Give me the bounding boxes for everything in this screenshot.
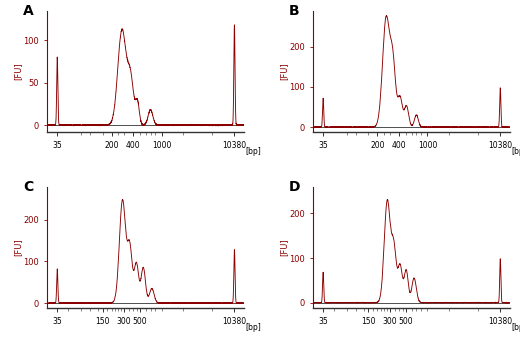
Text: A: A bbox=[23, 5, 34, 19]
Y-axis label: [FU]: [FU] bbox=[13, 238, 22, 256]
Text: [bp]: [bp] bbox=[246, 147, 262, 155]
Text: C: C bbox=[23, 181, 33, 195]
Text: D: D bbox=[289, 181, 301, 195]
Y-axis label: [FU]: [FU] bbox=[279, 238, 288, 256]
Y-axis label: [FU]: [FU] bbox=[279, 62, 288, 80]
Y-axis label: [FU]: [FU] bbox=[13, 62, 22, 80]
Text: B: B bbox=[289, 5, 300, 19]
Text: [bp]: [bp] bbox=[512, 323, 520, 331]
Text: [bp]: [bp] bbox=[246, 323, 262, 331]
Text: [bp]: [bp] bbox=[512, 147, 520, 155]
